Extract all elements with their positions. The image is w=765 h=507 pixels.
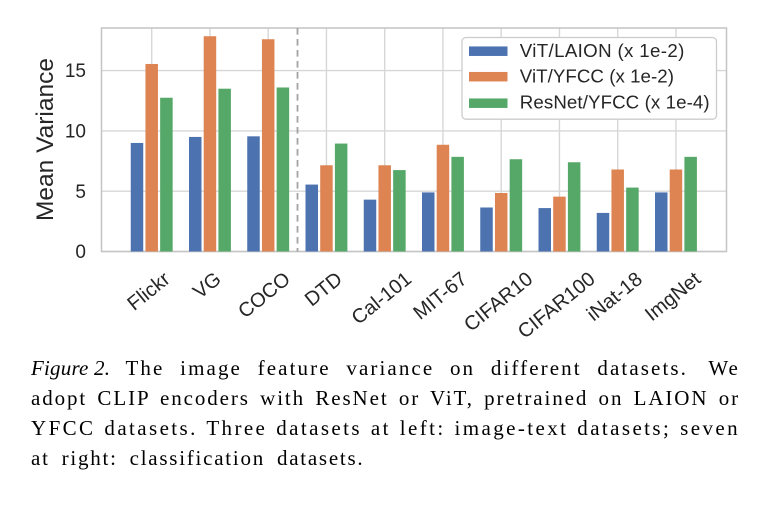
svg-text:ResNet/YFCC (x 1e-4): ResNet/YFCC (x 1e-4) <box>520 91 710 112</box>
svg-text:15: 15 <box>65 61 86 82</box>
svg-text:0: 0 <box>75 242 86 263</box>
svg-text:10: 10 <box>65 122 86 143</box>
svg-text:ViT/YFCC (x 1e-2): ViT/YFCC (x 1e-2) <box>520 65 674 86</box>
svg-text:Mean Variance: Mean Variance <box>32 58 59 221</box>
svg-text:5: 5 <box>75 182 86 203</box>
svg-text:ViT/LAION (x 1e-2): ViT/LAION (x 1e-2) <box>520 40 685 61</box>
